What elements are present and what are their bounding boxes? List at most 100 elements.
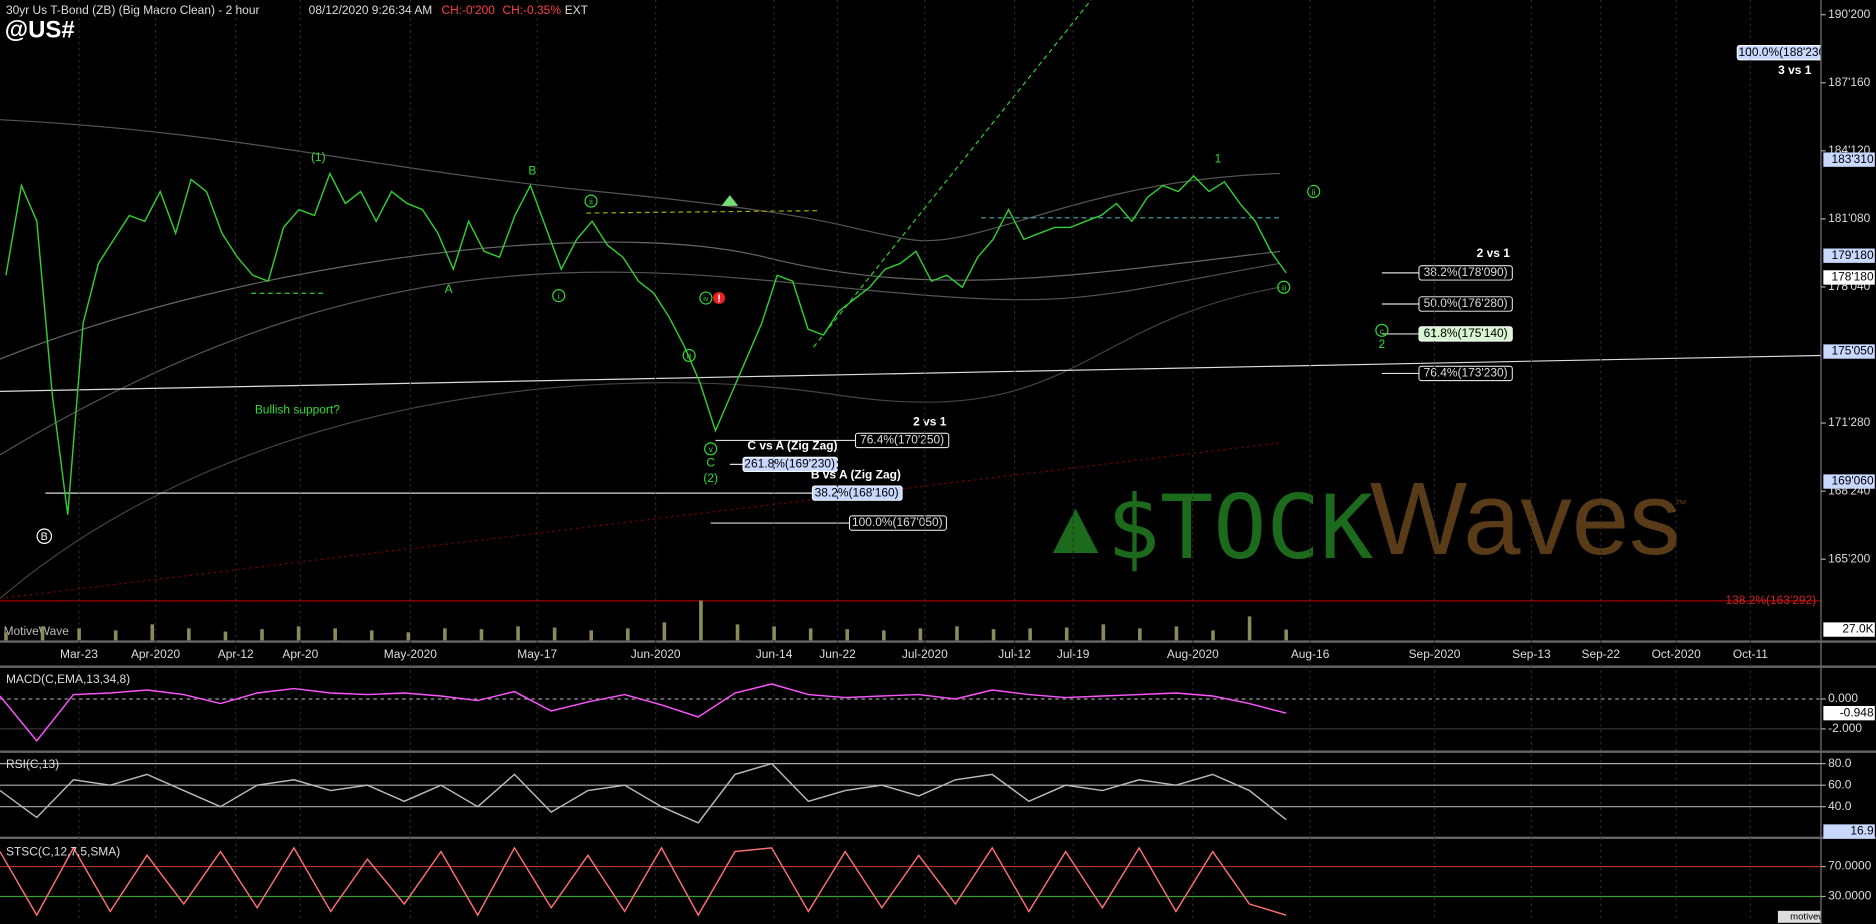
x-tick-label: Sep-13 xyxy=(1512,647,1551,661)
logo-left: $TOCK xyxy=(1107,476,1374,579)
volume-bar xyxy=(1284,629,1288,641)
x-tick-label: Apr-12 xyxy=(218,647,254,661)
price-marker-label: 178'180 xyxy=(1831,270,1874,284)
projection-title: C vs A (Zig Zag) xyxy=(747,439,837,453)
wave-label: 2 xyxy=(1379,337,1386,351)
header: 30yr Us T-Bond (ZB) (Big Macro Clean) - … xyxy=(5,3,589,44)
x-tick-label: Sep-2020 xyxy=(1409,647,1461,661)
series-line xyxy=(0,683,1287,743)
x-tick-label: Mar-23 xyxy=(60,647,98,661)
series-line xyxy=(0,846,1287,917)
volume-bar xyxy=(369,630,374,641)
indicator-title: RSI(C,13) xyxy=(6,757,59,771)
moving-average xyxy=(0,241,1281,360)
price-marker-label: 175'050 xyxy=(1831,344,1874,358)
fib-label: 100.0%(188'230) xyxy=(1739,45,1830,59)
x-tick-label: Jul-2020 xyxy=(902,647,948,661)
volume-bar xyxy=(735,624,740,641)
trend-line xyxy=(813,0,1092,348)
volume-bar xyxy=(625,628,630,641)
y-tick-label: 187'160 xyxy=(1828,75,1871,89)
y-tick-label: 165'200 xyxy=(1828,551,1871,565)
wave-label: 1 xyxy=(1215,151,1222,165)
wave-label: (1) xyxy=(311,150,326,164)
watermark: $TOCK Waves ™ xyxy=(1052,461,1687,579)
wave-label: B xyxy=(41,531,48,543)
price-marker xyxy=(1823,270,1875,285)
wave-circle xyxy=(1375,323,1389,337)
fib-box xyxy=(742,456,838,473)
overlays xyxy=(0,0,1821,602)
x-tick-label: Jun-2020 xyxy=(631,647,681,661)
band-upper xyxy=(0,119,1281,242)
fib-label: 138.2%(163'292) xyxy=(1726,593,1817,607)
logo-triangle xyxy=(1052,508,1099,553)
volume-bar xyxy=(772,626,776,641)
volume-bar xyxy=(479,629,484,641)
series-line xyxy=(0,762,1287,824)
volume-bar xyxy=(1174,626,1179,641)
x-tick-label: May-17 xyxy=(517,647,557,661)
price-marker xyxy=(1823,474,1875,489)
volume-bar xyxy=(296,626,301,641)
volume-bar xyxy=(40,626,45,641)
price-marker-label: 183'310 xyxy=(1831,152,1874,166)
volume-bar xyxy=(333,628,337,641)
volume-bar xyxy=(1028,628,1032,641)
fib-label: 61.8%(175'140) xyxy=(1424,326,1508,340)
wave-circle xyxy=(1307,184,1321,199)
volume-bar xyxy=(991,629,996,641)
volume-bar xyxy=(406,632,411,641)
moving-average xyxy=(0,262,1281,456)
price-marker-label: 27.0K xyxy=(1842,622,1873,636)
volume-bar xyxy=(882,630,886,641)
wave-label: c xyxy=(1380,326,1384,336)
fib-box xyxy=(1418,365,1513,382)
fib-label: 50.0%(176'280) xyxy=(1424,296,1508,310)
y-tick-label: 30.0000 xyxy=(1828,889,1872,903)
y-tick-label: -2.000 xyxy=(1828,721,1862,735)
wave-circle xyxy=(584,194,598,208)
x-tick-label: Apr-20 xyxy=(282,647,318,661)
wave-circle xyxy=(1277,280,1291,294)
wave-label: A xyxy=(445,282,453,296)
session: EXT xyxy=(565,3,589,17)
symbol: @US# xyxy=(5,16,75,43)
price-marker xyxy=(1823,705,1875,721)
price-marker xyxy=(1823,622,1875,637)
wave-label: v xyxy=(709,444,714,454)
y-tick-label: 80.0 xyxy=(1828,756,1852,770)
fib-label: 261.8%(169'230) xyxy=(744,457,835,471)
y-tick-label: 190'200 xyxy=(1828,7,1871,21)
y-tick-label: 60.0 xyxy=(1828,777,1852,791)
wave-label: (2) xyxy=(703,471,718,485)
annotations: (1) B A B i ii iii iv ! v C (2) 1 ii iii… xyxy=(4,45,1876,923)
x-tick-label: Jun-22 xyxy=(819,647,856,661)
volume-bar xyxy=(808,628,813,641)
price-marker xyxy=(1823,824,1875,839)
wave-circle xyxy=(699,291,713,305)
y-tick-label: 40.0 xyxy=(1828,799,1852,813)
alert-circle xyxy=(713,292,726,305)
fib-label: 38.2%(178'090) xyxy=(1424,265,1508,279)
x-tick-label: Aug-2020 xyxy=(1167,647,1219,661)
fib-label: 76.4%(173'230) xyxy=(1424,366,1508,380)
x-tick-label: Apr-2020 xyxy=(131,647,181,661)
volume-bar xyxy=(4,632,8,641)
timestamp: 08/12/2020 9:26:34 AM xyxy=(309,3,433,17)
x-tick-label: Oct-2020 xyxy=(1652,647,1702,661)
volume-bar xyxy=(1138,628,1142,641)
alert-label: ! xyxy=(717,293,721,305)
fib-label: 38.2%(168'160) xyxy=(815,485,899,499)
y-tick-label: 181'080 xyxy=(1828,211,1871,225)
volume-bar xyxy=(662,622,667,641)
x-tick-label: Sep-22 xyxy=(1582,647,1621,661)
fib-box xyxy=(1418,326,1513,342)
y-tick-label: 171'280 xyxy=(1828,415,1871,429)
band-lower xyxy=(0,286,1281,599)
y-tick-label: 0.000 xyxy=(1828,691,1858,705)
logo-right: Waves xyxy=(1370,461,1681,576)
price-marker-label: -0.948 xyxy=(1840,705,1874,719)
fib-box xyxy=(1418,296,1513,312)
